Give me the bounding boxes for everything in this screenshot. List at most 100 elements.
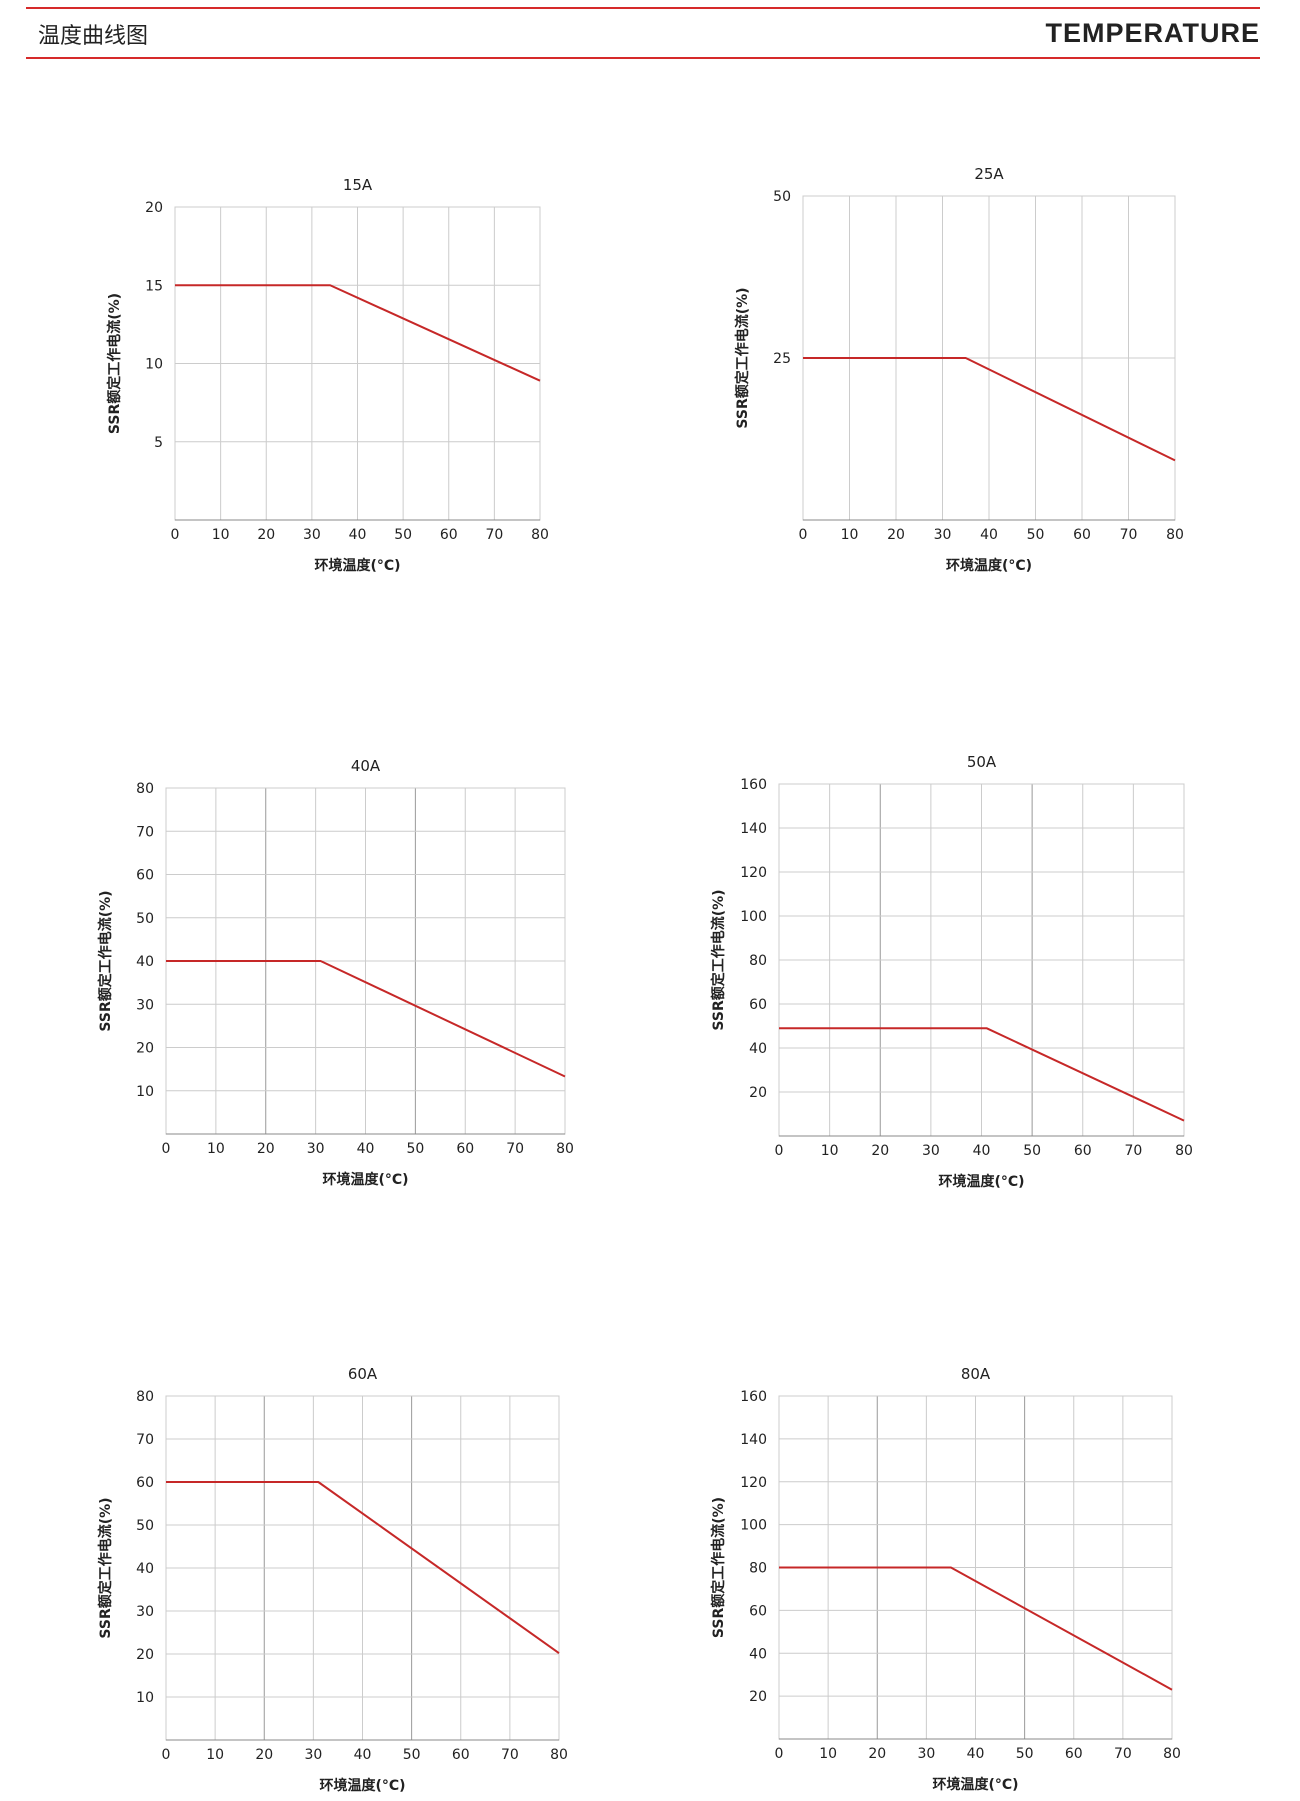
y-tick-label: 40 [749, 1646, 767, 1662]
x-tick-label: 30 [303, 527, 321, 543]
x-tick-label: 10 [206, 1747, 224, 1763]
x-tick-label: 30 [934, 527, 952, 543]
x-tick-label: 0 [162, 1747, 171, 1763]
y-tick-label: 60 [136, 868, 154, 884]
y-tick-label: 40 [136, 1561, 154, 1577]
x-tick-label: 20 [255, 1747, 273, 1763]
y-tick-label: 160 [740, 777, 767, 793]
x-tick-label: 50 [403, 1747, 421, 1763]
y-tick-label: 80 [136, 781, 154, 797]
y-axis-label: SSR额定工作电流(%) [97, 1497, 114, 1638]
y-tick-label: 60 [749, 1603, 767, 1619]
series-line [166, 1481, 560, 1654]
y-axis-label: SSR额定工作电流(%) [710, 889, 727, 1030]
x-tick-label: 80 [1175, 1143, 1193, 1159]
y-tick-label: 50 [773, 189, 791, 205]
y-tick-label: 100 [740, 1518, 767, 1534]
y-tick-label: 120 [740, 865, 767, 881]
x-tick-label: 60 [440, 527, 458, 543]
x-axis-label: 环境温度(°C) [319, 1777, 405, 1794]
series-line [779, 1027, 1185, 1122]
chart-title: 80A [961, 1365, 991, 1383]
y-tick-label: 30 [136, 1604, 154, 1620]
y-tick-label: 70 [136, 824, 154, 840]
x-tick-label: 10 [821, 1143, 839, 1159]
x-tick-label: 80 [556, 1141, 574, 1157]
y-tick-label: 100 [740, 909, 767, 925]
x-tick-label: 20 [868, 1746, 886, 1762]
header-bottom-rule [26, 57, 1260, 59]
x-tick-label: 80 [1166, 527, 1184, 543]
y-tick-label: 25 [773, 351, 791, 367]
x-tick-label: 40 [980, 527, 998, 543]
x-tick-label: 30 [922, 1143, 940, 1159]
x-axis-label: 环境温度(°C) [932, 1776, 1018, 1793]
y-tick-label: 140 [740, 1432, 767, 1448]
y-tick-label: 20 [749, 1689, 767, 1705]
y-tick-label: 70 [136, 1432, 154, 1448]
y-tick-label: 80 [749, 1561, 767, 1577]
x-tick-label: 50 [406, 1141, 424, 1157]
header-top-rule [26, 7, 1260, 9]
x-axis-label: 环境温度(°C) [946, 557, 1032, 574]
y-axis-label: SSR额定工作电流(%) [106, 293, 123, 434]
y-tick-label: 120 [740, 1475, 767, 1491]
x-tick-label: 0 [775, 1746, 784, 1762]
x-axis-label: 环境温度(°C) [314, 557, 400, 574]
series-line [803, 357, 1176, 462]
x-tick-label: 70 [485, 527, 503, 543]
y-tick-label: 60 [136, 1475, 154, 1491]
x-tick-label: 50 [1027, 527, 1045, 543]
x-tick-label: 70 [1114, 1746, 1132, 1762]
x-tick-label: 60 [456, 1141, 474, 1157]
x-axis-label: 环境温度(°C) [322, 1171, 408, 1188]
x-tick-label: 10 [207, 1141, 225, 1157]
x-tick-label: 40 [354, 1747, 372, 1763]
y-tick-label: 50 [136, 911, 154, 927]
series-line [166, 960, 566, 1078]
x-tick-label: 10 [841, 527, 859, 543]
x-tick-label: 0 [162, 1141, 171, 1157]
x-tick-label: 30 [304, 1747, 322, 1763]
x-tick-label: 30 [307, 1141, 325, 1157]
y-tick-label: 60 [749, 997, 767, 1013]
y-tick-label: 50 [136, 1518, 154, 1534]
x-tick-label: 40 [967, 1746, 985, 1762]
chart-title: 15A [343, 176, 373, 194]
series-line [175, 284, 541, 382]
x-tick-label: 70 [501, 1747, 519, 1763]
x-tick-label: 50 [1016, 1746, 1034, 1762]
x-tick-label: 60 [452, 1747, 470, 1763]
page-title-cn: 温度曲线图 [38, 24, 149, 49]
x-tick-label: 50 [1023, 1143, 1041, 1159]
x-tick-label: 20 [887, 527, 905, 543]
y-tick-label: 20 [749, 1085, 767, 1101]
y-tick-label: 20 [136, 1647, 154, 1663]
x-tick-label: 60 [1065, 1746, 1083, 1762]
y-tick-label: 15 [145, 278, 163, 294]
x-tick-label: 40 [973, 1143, 991, 1159]
y-axis-label: SSR额定工作电流(%) [97, 890, 114, 1031]
y-tick-label: 80 [749, 953, 767, 969]
y-tick-label: 10 [136, 1084, 154, 1100]
y-tick-label: 140 [740, 821, 767, 837]
x-tick-label: 70 [506, 1141, 524, 1157]
x-tick-label: 10 [212, 527, 230, 543]
y-tick-label: 5 [154, 435, 163, 451]
chart-title: 40A [351, 757, 381, 775]
x-tick-label: 20 [257, 527, 275, 543]
y-tick-label: 20 [136, 1041, 154, 1057]
x-tick-label: 50 [394, 527, 412, 543]
x-tick-label: 70 [1120, 527, 1138, 543]
page-title-en: TEMPERATURE [1045, 18, 1260, 48]
x-tick-label: 0 [775, 1143, 784, 1159]
x-tick-label: 60 [1074, 1143, 1092, 1159]
x-tick-label: 20 [257, 1141, 275, 1157]
x-tick-label: 10 [819, 1746, 837, 1762]
